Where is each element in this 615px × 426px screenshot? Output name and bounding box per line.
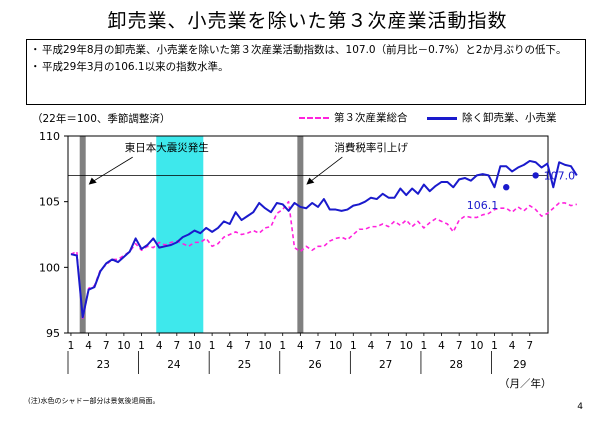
page-number: 4 bbox=[577, 402, 583, 412]
summary-note: 平成29年3月の106.1以来の指数水準。 bbox=[30, 60, 579, 75]
x-year-label: 24 bbox=[167, 359, 181, 371]
x-tick-label: 1 bbox=[491, 340, 498, 352]
y-tick-label: 105 bbox=[39, 196, 60, 209]
footnote: (注)水色のシャドー部分は景気後退局面。 bbox=[28, 397, 160, 405]
x-tick-label: 1 bbox=[421, 340, 428, 352]
x-tick-label: 7 bbox=[244, 340, 251, 352]
x-tick-label: 7 bbox=[456, 340, 463, 352]
x-year-label: 26 bbox=[308, 359, 322, 371]
annotation-point bbox=[503, 184, 510, 191]
x-axis-unit: （月／年） bbox=[499, 377, 552, 390]
event-arrow-head bbox=[88, 177, 97, 185]
chart-unit-note: （22年＝100、季節調整済） bbox=[32, 113, 171, 125]
annotation-label: 107.0 bbox=[544, 169, 576, 182]
x-tick-label: 7 bbox=[103, 340, 110, 352]
legend-label: 除く卸売業、小売業 bbox=[462, 112, 557, 124]
series-line bbox=[70, 200, 577, 321]
summary-note: 平成29年8月の卸売業、小売業を除いた第３次産業活動指数は、107.0（前月比－… bbox=[30, 43, 579, 60]
x-tick-label: 10 bbox=[329, 340, 342, 352]
x-tick-label: 7 bbox=[385, 340, 392, 352]
x-tick-label: 4 bbox=[226, 340, 233, 352]
event-arrow-line bbox=[92, 156, 133, 182]
legend-item-excl: 除く卸売業、小売業 bbox=[427, 111, 557, 125]
x-tick-label: 4 bbox=[85, 340, 92, 352]
legend-item-total: 第３次産業総合 bbox=[299, 111, 408, 125]
x-tick-label: 7 bbox=[315, 340, 322, 352]
page-title: 卸売業、小売業を除いた第３次産業活動指数 bbox=[107, 10, 508, 32]
x-year-label: 25 bbox=[238, 359, 251, 371]
annotation-point bbox=[532, 172, 539, 179]
x-year-label: 28 bbox=[450, 359, 463, 371]
recession-shade bbox=[156, 136, 204, 333]
plot-frame bbox=[67, 135, 549, 334]
x-tick-label: 4 bbox=[156, 340, 163, 352]
annotation-label: 106.1 bbox=[467, 199, 499, 212]
x-tick-label: 1 bbox=[138, 340, 145, 352]
x-tick-label: 4 bbox=[297, 340, 304, 352]
event-bar bbox=[79, 136, 86, 333]
x-year-label: 23 bbox=[97, 359, 110, 371]
event-arrow-line bbox=[310, 156, 343, 182]
x-year-label: 29 bbox=[513, 359, 526, 371]
x-tick-label: 1 bbox=[350, 340, 357, 352]
event-label: 消費税率引上げ bbox=[334, 141, 408, 154]
summary-box: 平成29年8月の卸売業、小売業を除いた第３次産業活動指数は、107.0（前月比－… bbox=[26, 39, 586, 105]
event-label: 東日本大震災発生 bbox=[125, 141, 209, 154]
x-tick-label: 4 bbox=[509, 340, 516, 352]
series-line bbox=[70, 159, 578, 319]
event-bar bbox=[297, 136, 304, 333]
x-tick-label: 1 bbox=[209, 340, 216, 352]
x-tick-label: 7 bbox=[173, 340, 180, 352]
x-tick-label: 10 bbox=[400, 340, 413, 352]
legend-swatch-dashed bbox=[299, 117, 329, 119]
x-tick-label: 4 bbox=[368, 340, 375, 352]
x-tick-label: 4 bbox=[438, 340, 445, 352]
x-tick-label: 1 bbox=[68, 340, 75, 352]
x-tick-label: 7 bbox=[526, 340, 533, 352]
y-tick-label: 95 bbox=[46, 327, 60, 340]
x-tick-label: 1 bbox=[279, 340, 286, 352]
event-arrow-head bbox=[306, 177, 315, 185]
x-tick-label: 10 bbox=[258, 340, 271, 352]
x-tick-label: 10 bbox=[470, 340, 483, 352]
y-tick-label: 100 bbox=[39, 261, 60, 274]
x-tick-label: 10 bbox=[188, 340, 201, 352]
x-tick-label: 10 bbox=[117, 340, 130, 352]
legend-swatch-solid bbox=[427, 116, 457, 120]
y-tick-label: 110 bbox=[39, 130, 60, 143]
legend-label: 第３次産業総合 bbox=[334, 112, 408, 124]
x-year-label: 27 bbox=[379, 359, 392, 371]
